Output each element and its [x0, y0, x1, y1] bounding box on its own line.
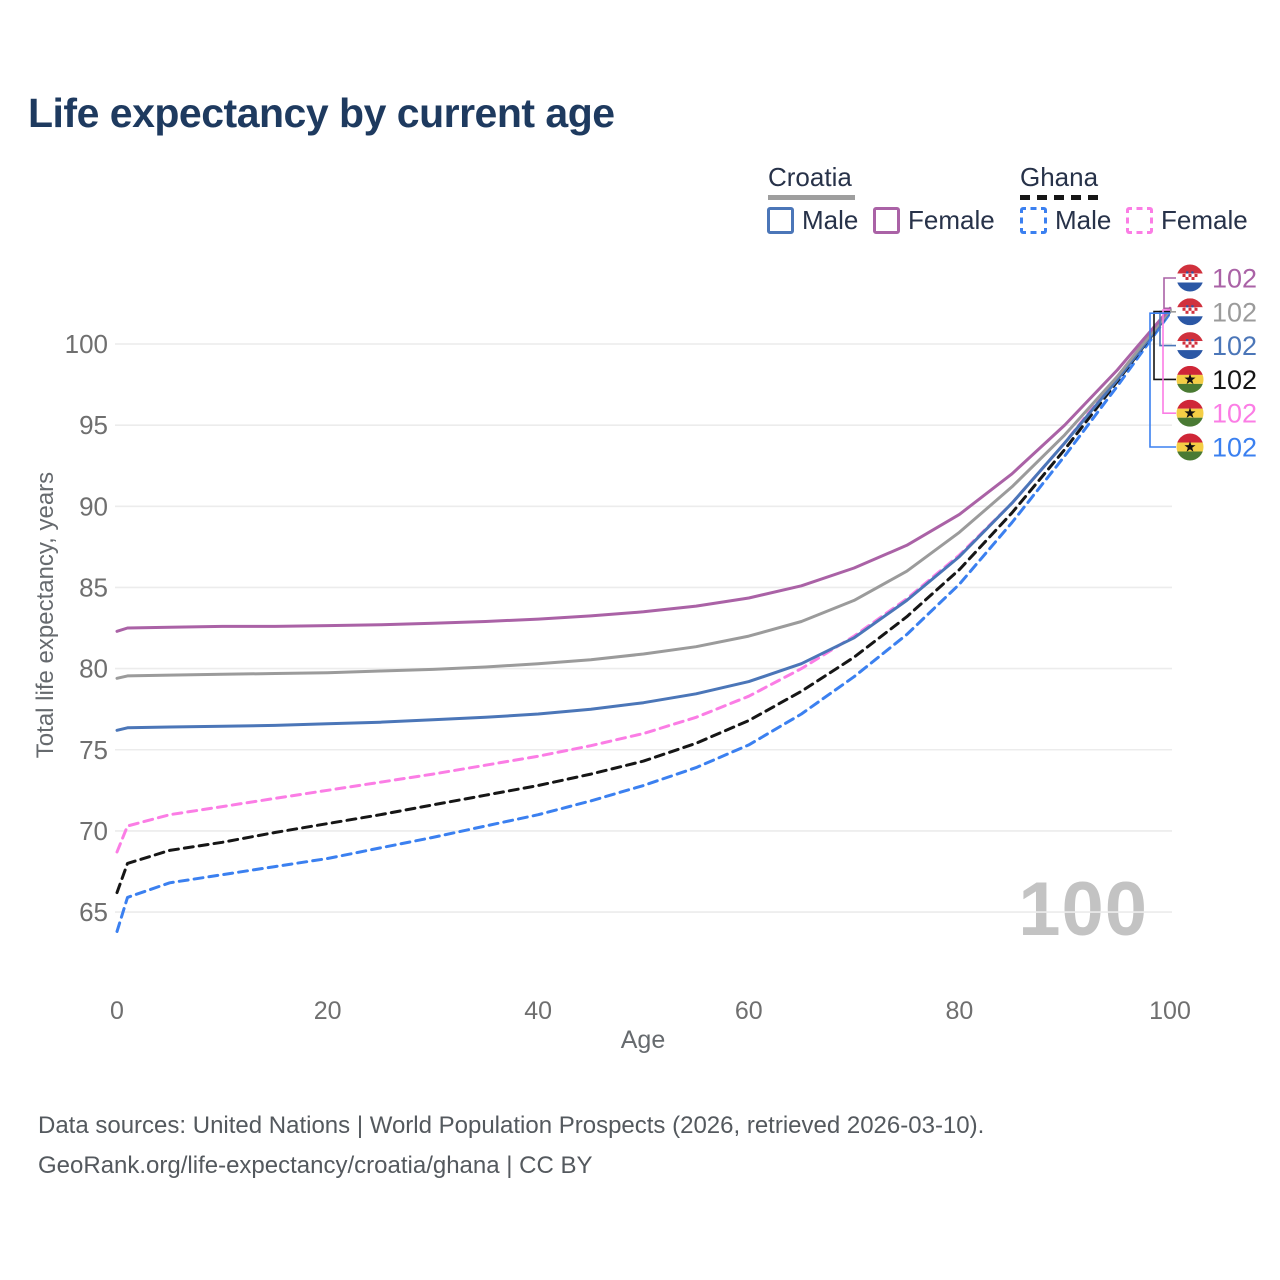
x-axis-title: Age — [620, 1026, 666, 1054]
croatia-female-swatch-icon — [873, 207, 900, 234]
ghana-flag-icon — [1176, 365, 1204, 393]
legend-label: Female — [1161, 205, 1248, 235]
leader-line — [1153, 310, 1176, 381]
x-tick-label-20: 20 — [314, 997, 342, 1025]
y-tick-label-100: 100 — [65, 329, 108, 359]
series-line-ghana-female[interactable] — [115, 308, 1172, 854]
legend-item-croatia-female[interactable]: Female — [873, 205, 995, 236]
x-tick-label-60: 60 — [735, 997, 763, 1025]
leader-line — [1163, 277, 1176, 310]
y-tick-label-85: 85 — [79, 572, 108, 602]
series-end-label-ghana-female: 102 — [1212, 399, 1257, 429]
x-tick-label-80: 80 — [945, 997, 973, 1025]
attribution-line: GeoRank.org/life-expectancy/croatia/ghan… — [38, 1152, 593, 1179]
croatia-male-swatch-icon — [767, 207, 794, 234]
legend-croatia-line-sample — [768, 195, 855, 200]
legend-item-ghana-female[interactable]: Female — [1126, 205, 1248, 236]
legend-label: Female — [908, 205, 995, 235]
legend-ghana-line-sample — [1020, 195, 1098, 200]
x-tick-label-100: 100 — [1149, 997, 1191, 1025]
y-tick-label-65: 65 — [79, 897, 108, 927]
legend-group-croatia: Croatia — [768, 162, 852, 192]
croatia-flag-icon — [1176, 264, 1204, 292]
legend-label: Male — [802, 205, 859, 235]
y-tick-label-80: 80 — [79, 654, 108, 684]
croatia-flag-icon — [1176, 298, 1204, 326]
series-end-label-ghana-male: 102 — [1212, 433, 1257, 463]
y-tick-label-70: 70 — [79, 816, 108, 846]
x-tick-label-0: 0 — [110, 997, 124, 1025]
x-tick-label-40: 40 — [524, 997, 552, 1025]
y-tick-label-90: 90 — [79, 491, 108, 521]
series-end-label-croatia-both: 102 — [1212, 297, 1257, 327]
ghana-male-swatch-icon — [1020, 207, 1047, 234]
leader-line — [1149, 312, 1176, 448]
series-line-croatia-both[interactable] — [115, 308, 1172, 680]
page-title: Life expectancy by current age — [28, 90, 615, 136]
legend-item-croatia-male[interactable]: Male — [767, 205, 858, 236]
legend-item-ghana-male[interactable]: Male — [1020, 205, 1111, 236]
series-end-label-croatia-female: 102 — [1212, 264, 1257, 294]
legend-label: Male — [1055, 205, 1112, 235]
footer: Data sources: United Nations | World Pop… — [38, 1106, 984, 1186]
croatia-flag-icon — [1176, 332, 1204, 360]
series-end-label-croatia-male: 102 — [1212, 331, 1257, 361]
legend-group-ghana: Ghana — [1020, 162, 1099, 192]
series-line-croatia-male[interactable] — [115, 310, 1172, 732]
series-line-ghana-both[interactable] — [115, 310, 1172, 895]
leader-line — [1170, 309, 1176, 313]
leader-line — [1162, 309, 1176, 414]
series-line-ghana-male[interactable] — [115, 311, 1172, 933]
ghana-flag-icon — [1176, 399, 1204, 427]
ghana-female-swatch-icon — [1126, 207, 1153, 234]
y-tick-label-75: 75 — [79, 735, 108, 765]
ghana-flag-icon — [1176, 433, 1204, 461]
series-end-label-ghana-both: 102 — [1212, 365, 1257, 395]
data-sources-line: Data sources: United Nations | World Pop… — [38, 1112, 985, 1139]
series-line-croatia-female[interactable] — [115, 306, 1172, 633]
y-tick-label-95: 95 — [79, 410, 108, 440]
age-counter-watermark: 100 — [1018, 867, 1148, 952]
